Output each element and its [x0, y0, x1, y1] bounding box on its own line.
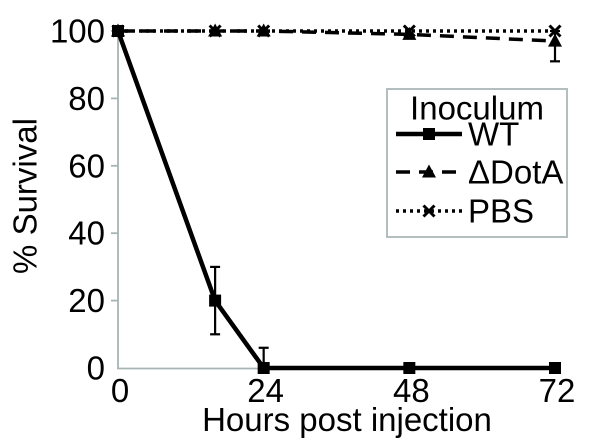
x-tick-label: 72 — [539, 372, 576, 409]
x-tick-label: 48 — [393, 372, 430, 409]
data-point-marker — [112, 25, 124, 37]
legend-sample-marker — [423, 128, 435, 140]
y-tick-label: 100 — [50, 13, 105, 50]
y-tick-label: 60 — [68, 147, 105, 184]
data-point-marker — [549, 362, 561, 374]
y-tick-label: 80 — [68, 80, 105, 117]
data-point-marker — [402, 24, 416, 38]
x-axis-title: Hours post injection — [202, 401, 492, 438]
data-point-marker — [257, 24, 271, 38]
axes: 0 20 40 60 80 100 0 24 48 72 — [50, 13, 575, 410]
legend-entry-label: WT — [468, 116, 519, 153]
x-tick-label: 24 — [247, 372, 284, 409]
y-axis-title: % Survival — [7, 118, 44, 274]
data-point-marker — [209, 294, 222, 307]
x-tick-label: 0 — [111, 372, 129, 409]
data-point-marker — [548, 33, 562, 47]
legend-entry-dota: ΔDotA — [396, 154, 563, 191]
y-tick-label: 0 — [87, 350, 105, 387]
y-tick-label: 20 — [68, 282, 105, 319]
series-wt — [112, 25, 561, 374]
data-point-marker — [403, 362, 416, 374]
data-point-marker — [257, 362, 270, 374]
legend-entry-label: ΔDotA — [468, 154, 563, 191]
legend-entry-label: PBS — [468, 193, 534, 230]
legend-entry-wt: WT — [396, 116, 519, 153]
legend-sample-marker — [422, 164, 436, 178]
legend-sample-marker — [422, 204, 436, 218]
data-point-marker — [548, 24, 562, 38]
data-point-marker — [208, 24, 222, 38]
legend-title: Inoculum — [410, 90, 544, 127]
y-tick-label: 40 — [68, 215, 105, 252]
legend-entry-pbs: PBS — [396, 193, 534, 230]
